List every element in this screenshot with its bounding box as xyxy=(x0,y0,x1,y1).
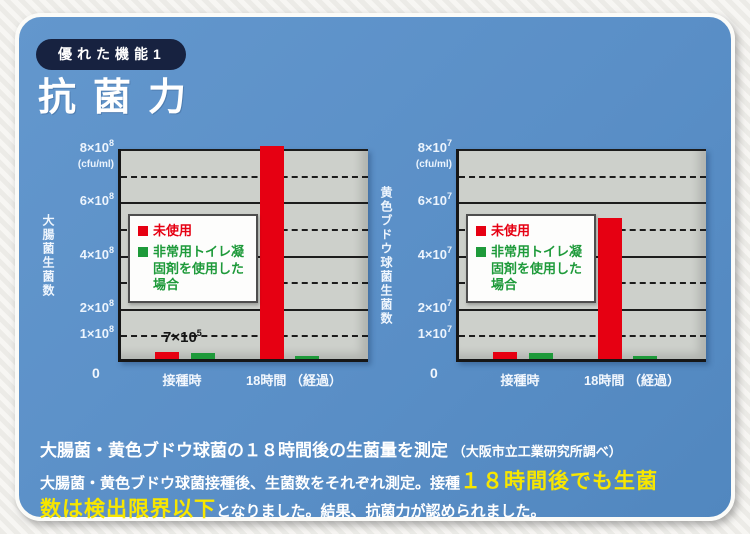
bar-coagulant xyxy=(529,353,553,359)
bar-value-annotation: 7×105 xyxy=(163,328,202,346)
gridline-solid xyxy=(121,308,368,311)
x-category-label: 接種時 xyxy=(162,373,202,388)
legend-item: 未使用 xyxy=(476,223,588,239)
result-text-block: 大腸菌・黄色ブドウ球菌の１８時間後の生菌量を測定 （大阪市立工業研究所調べ） 大… xyxy=(40,436,718,525)
y-tick-label: 4×107 xyxy=(417,244,452,262)
legend-label: 未使用 xyxy=(153,223,193,238)
legend-label: 非常用トイレ凝固剤を使用した場合 xyxy=(491,244,583,292)
origin-label: 0 xyxy=(430,365,438,381)
y-tick-label: 6×108 xyxy=(79,191,114,209)
legend-label: 非常用トイレ凝固剤を使用した場合 xyxy=(153,244,245,292)
y-axis-title-wrap: 大腸菌生菌数 xyxy=(40,149,57,362)
gridline-solid xyxy=(459,202,706,205)
gridline-dashed xyxy=(459,335,706,338)
bar-unused xyxy=(260,146,284,359)
bar-coagulant xyxy=(191,353,215,359)
gridline-solid xyxy=(121,202,368,205)
highlighted-text: 数は検出限界以下 xyxy=(40,498,216,522)
origin-label: 0 xyxy=(92,365,100,381)
bar-coagulant xyxy=(633,355,657,359)
body-text: となりました。結果、抗菌力が認められました。 xyxy=(216,503,546,521)
legend-swatch xyxy=(138,226,148,236)
result-heading-note: （大阪市立工業研究所調べ） xyxy=(452,444,622,459)
result-body-line-2: 数は検出限界以下となりました。結果、抗菌力が認められました。 xyxy=(40,496,718,524)
bar-unused xyxy=(598,217,622,359)
y-tick-label: 1×107 xyxy=(417,324,452,342)
gridline-dashed xyxy=(121,335,368,338)
gridline-dashed xyxy=(121,175,368,178)
y-tick-label: 8×108 xyxy=(79,138,114,155)
legend-box: 未使用非常用トイレ凝固剤を使用した場合 xyxy=(128,214,258,303)
legend-swatch xyxy=(476,247,486,258)
legend-box: 未使用非常用トイレ凝固剤を使用した場合 xyxy=(466,214,596,303)
y-tick-label: 2×108 xyxy=(79,297,114,315)
legend-swatch xyxy=(138,247,148,258)
gridline-dashed xyxy=(459,175,706,178)
x-category-label: 18時間 （経過） xyxy=(583,373,681,388)
y-tick-label: 2×107 xyxy=(417,297,452,315)
legend-item: 非常用トイレ凝固剤を使用した場合 xyxy=(138,244,250,293)
y-tick-label: 4×108 xyxy=(79,244,114,262)
legend-item: 未使用 xyxy=(138,223,250,239)
gridline-solid xyxy=(121,149,368,151)
y-axis-title: 黄色ブドウ球菌生菌数 xyxy=(379,185,393,326)
result-body-line-1: 大腸菌・黄色ブドウ球菌接種後、生菌数をそれぞれ測定。接種１８時間後でも生菌 xyxy=(40,468,718,496)
y-tick-label: 8×107 xyxy=(417,138,452,155)
y-tick-label: 6×107 xyxy=(417,191,452,209)
y-axis-unit: (cfu/ml) xyxy=(415,159,452,170)
y-axis-unit: (cfu/ml) xyxy=(77,159,114,170)
x-category-label: 18時間 （経過） xyxy=(245,373,343,388)
staph-bar-chart: 黄色ブドウ球菌生菌数 (cfu/ml) 0 8×107 6×107 4×107 2×1… xyxy=(374,132,710,402)
ecoli-bar-chart: 大腸菌生菌数 (cfu/ml) 0 7×105 8×108 6×108 4×108 2… xyxy=(36,132,372,402)
y-tick-label: 1×108 xyxy=(79,324,114,342)
legend-label: 未使用 xyxy=(491,223,531,238)
highlighted-text: １８時間後でも生菌 xyxy=(460,470,659,493)
bar-coagulant xyxy=(295,355,319,359)
result-body: 大腸菌・黄色ブドウ球菌接種後、生菌数をそれぞれ測定。接種１８時間後でも生菌 数は… xyxy=(40,468,718,525)
body-text: 大腸菌・黄色ブドウ球菌接種後、生菌数をそれぞれ測定。接種 xyxy=(40,475,461,492)
y-axis-title-wrap: 黄色ブドウ球菌生菌数 xyxy=(378,149,395,362)
result-heading: 大腸菌・黄色ブドウ球菌の１８時間後の生菌量を測定 （大阪市立工業研究所調べ） xyxy=(40,436,718,461)
bar-unused xyxy=(155,352,179,359)
y-axis-title: 大腸菌生菌数 xyxy=(41,213,55,298)
feature-badge: 優れた機能1 xyxy=(36,39,186,70)
legend-swatch xyxy=(476,226,486,236)
bar-unused xyxy=(493,352,517,359)
page-title: 抗菌力 xyxy=(38,77,204,119)
gridline-solid xyxy=(459,149,706,151)
gridline-solid xyxy=(459,308,706,311)
legend-item: 非常用トイレ凝固剤を使用した場合 xyxy=(476,244,588,293)
result-heading-main: 大腸菌・黄色ブドウ球菌の１８時間後の生菌量を測定 xyxy=(40,441,448,460)
x-category-label: 接種時 xyxy=(500,373,540,388)
